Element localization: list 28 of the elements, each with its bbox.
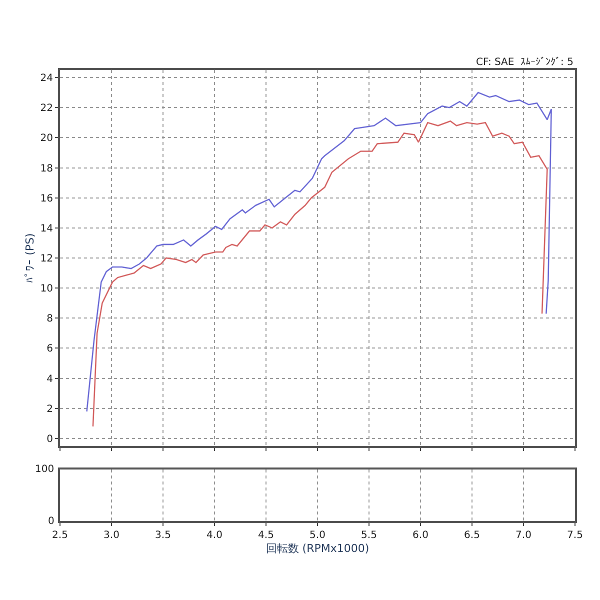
- y-tick-label: 24: [40, 73, 53, 84]
- y-tick-label: 4: [46, 374, 53, 385]
- x-tick-label: 5.5: [361, 530, 377, 542]
- x-tick-label: 3.0: [104, 530, 120, 542]
- y-tick-label: 8: [46, 314, 53, 325]
- y-tick-label: 16: [40, 193, 53, 204]
- y-axis-title: ﾊﾟﾜｰ (PS): [23, 233, 36, 283]
- y-tick-label: 20: [40, 133, 53, 144]
- x-tick-label: 2.5: [52, 530, 68, 542]
- x-tick-label: 7.5: [567, 530, 583, 542]
- y-tick-label: 14: [40, 223, 53, 234]
- y-tick-label: 18: [40, 163, 53, 174]
- x-tick-label: 5.0: [310, 530, 326, 542]
- y-tick-label: 0: [46, 434, 53, 445]
- text: 100: [35, 464, 54, 475]
- x-tick-label: 7.0: [516, 530, 532, 542]
- x-tick-label: 4.0: [206, 530, 222, 542]
- text: CF: SAE ｽﾑｰｼﾞﾝｸﾞ: 5: [476, 56, 574, 68]
- x-tick-label: 6.5: [464, 530, 480, 542]
- y-tick-label: 12: [40, 254, 53, 264]
- y-tick-label: 22: [40, 103, 53, 114]
- y-tick-label: 10: [40, 284, 53, 295]
- x-axis-title: 回転数 (RPMx1000): [266, 542, 370, 555]
- x-tick-label: 6.0: [412, 530, 428, 542]
- x-tick-label: 4.5: [258, 530, 274, 542]
- x-tick-label: 3.5: [155, 530, 171, 542]
- y-tick-label: 6: [46, 344, 53, 355]
- y-tick-label: 2: [46, 404, 53, 415]
